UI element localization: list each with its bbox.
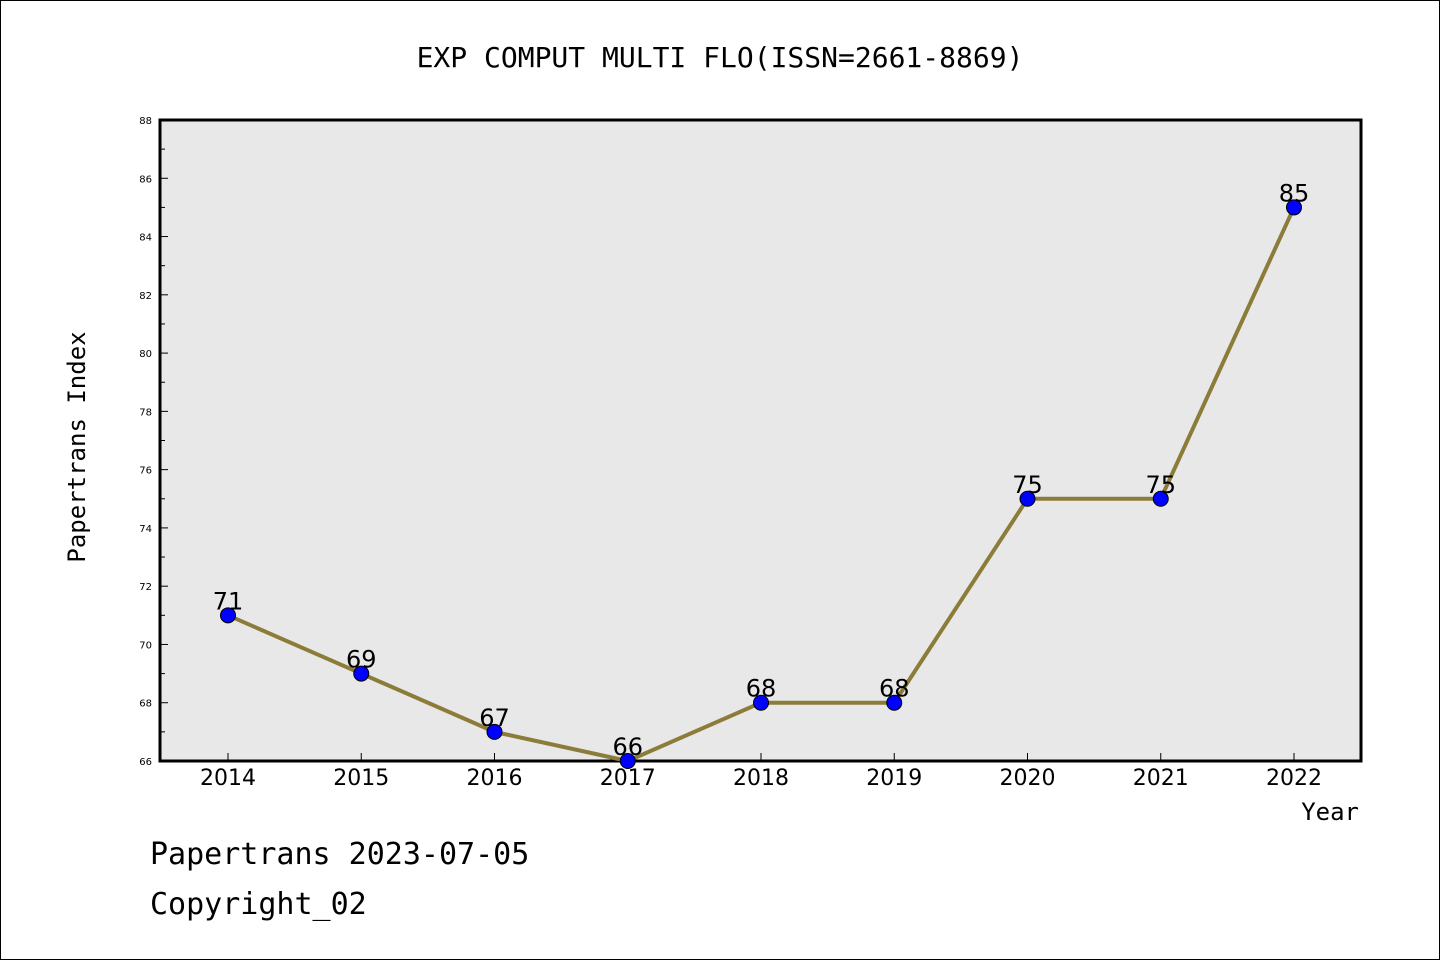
x-tick-label: 2014 — [200, 766, 256, 791]
data-label: 71 — [213, 587, 244, 615]
x-tick-label: 2015 — [333, 766, 389, 791]
chart-title: EXP COMPUT MULTI FLO(ISSN=2661-8869) — [417, 41, 1024, 74]
y-tick-label: 86 — [139, 174, 152, 185]
data-label: 68 — [879, 675, 910, 703]
y-tick-label: 84 — [139, 233, 152, 244]
y-tick-label: 82 — [139, 291, 152, 302]
y-axis-label: Papertrans Index — [63, 331, 91, 562]
y-tick-label: 66 — [139, 757, 152, 768]
data-label: 68 — [746, 675, 777, 703]
y-tick-label: 70 — [139, 640, 152, 651]
x-axis-label: Year — [1301, 798, 1359, 826]
data-label: 66 — [612, 733, 643, 761]
y-tick-label: 72 — [139, 582, 152, 593]
data-label: 85 — [1279, 179, 1310, 207]
plot-area — [158, 118, 1363, 763]
x-axis: 2014 2015 2016 2017 2018 2019 2020 2021 2022 — [200, 753, 1322, 791]
data-label: 67 — [479, 704, 510, 732]
data-label: 69 — [346, 646, 377, 674]
x-tick-label: 2018 — [733, 766, 789, 791]
footer-copyright: Copyright_02 — [150, 887, 367, 922]
data-point — [1019, 490, 1036, 507]
y-tick-label: 78 — [139, 407, 152, 418]
data-point — [353, 665, 370, 682]
data-point — [886, 694, 903, 711]
y-tick-label: 74 — [139, 524, 152, 535]
x-tick-label: 2020 — [1000, 766, 1056, 791]
x-tick-label: 2021 — [1133, 766, 1189, 791]
data-label: 75 — [1012, 471, 1043, 499]
y-tick-label: 88 — [139, 116, 152, 127]
data-point — [619, 753, 636, 769]
y-tick-label: 80 — [139, 349, 152, 360]
y-tick-label: 68 — [139, 699, 152, 710]
data-labels: 71 69 67 66 68 68 75 75 85 — [213, 179, 1310, 761]
x-tick-label: 2019 — [866, 766, 922, 791]
x-tick-label: 2017 — [600, 766, 656, 791]
data-label: 75 — [1145, 471, 1176, 499]
data-point — [1152, 490, 1169, 507]
data-point — [486, 723, 503, 740]
y-tick-label: 76 — [139, 466, 152, 477]
data-point — [753, 694, 769, 711]
x-tick-label: 2022 — [1266, 766, 1322, 791]
footer-date: Papertrans 2023-07-05 — [150, 837, 529, 872]
data-point — [1286, 199, 1302, 216]
y-axis: 66 68 70 72 74 76 78 80 82 84 86 88 — [139, 116, 168, 768]
series-markers — [220, 199, 1302, 769]
x-tick-label: 2016 — [467, 766, 523, 791]
data-point — [220, 607, 236, 624]
